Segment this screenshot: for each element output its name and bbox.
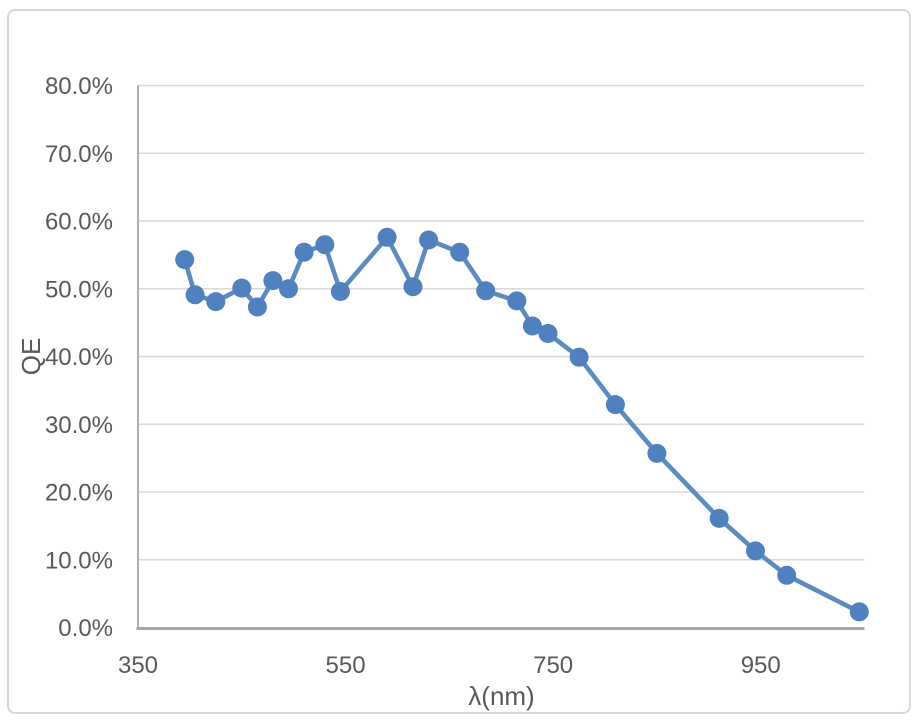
y-tick-label: 70.0% <box>45 141 113 168</box>
y-tick-label: 30.0% <box>45 412 113 439</box>
data-point-465nm[interactable] <box>247 297 267 317</box>
data-point-495nm[interactable] <box>279 279 298 299</box>
data-point-745nm[interactable] <box>538 324 558 343</box>
y-tick-label: 80.0% <box>45 73 113 100</box>
data-point-615nm[interactable] <box>403 277 423 297</box>
x-axis-title: λ(nm) <box>468 681 534 711</box>
data-point-630nm[interactable] <box>419 230 439 250</box>
data-point-715nm[interactable] <box>507 291 527 311</box>
y-axis-title: QE <box>16 338 46 376</box>
y-tick-label: 20.0% <box>45 480 113 507</box>
data-point-405nm[interactable] <box>185 285 205 305</box>
chart-frame[interactable] <box>7 9 911 714</box>
axis-lines <box>136 85 865 630</box>
data-point-775nm[interactable] <box>569 347 589 367</box>
gridlines <box>138 84 865 561</box>
x-tick-label: 750 <box>533 652 573 679</box>
data-point-975nm[interactable] <box>777 565 797 585</box>
data-point-685nm[interactable] <box>476 281 496 301</box>
y-tick-label: 0.0% <box>58 615 113 642</box>
data-point-395nm[interactable] <box>175 250 195 270</box>
data-point-660nm[interactable] <box>450 242 470 262</box>
data-point-910nm[interactable] <box>709 508 729 528</box>
data-point-425nm[interactable] <box>206 292 226 312</box>
y-tick-label: 10.0% <box>45 547 113 574</box>
data-point-545nm[interactable] <box>330 282 350 301</box>
x-tick-label: 950 <box>741 652 781 679</box>
data-point-810nm[interactable] <box>605 395 625 415</box>
y-tick-label: 60.0% <box>45 209 113 236</box>
data-point-1045nm[interactable] <box>849 602 869 622</box>
data-point-530nm[interactable] <box>315 235 335 255</box>
data-point-850nm[interactable] <box>647 443 667 463</box>
data-point-730nm[interactable] <box>522 316 542 336</box>
qe-series <box>175 227 869 622</box>
x-tick-label: 550 <box>326 652 366 679</box>
data-point-480nm[interactable] <box>263 271 283 291</box>
y-tick-label: 40.0% <box>45 344 113 371</box>
data-point-450nm[interactable] <box>232 278 252 298</box>
y-tick-label: 50.0% <box>45 276 113 303</box>
data-point-590nm[interactable] <box>377 227 397 247</box>
x-tick-label: 350 <box>118 652 158 679</box>
tick-labels: 0.0% 10.0% 20.0% 30.0% 40.0% 50.0% 60.0% 70.0% 8… <box>45 73 781 679</box>
data-point-945nm[interactable] <box>746 541 765 561</box>
data-point-510nm[interactable] <box>294 242 314 262</box>
